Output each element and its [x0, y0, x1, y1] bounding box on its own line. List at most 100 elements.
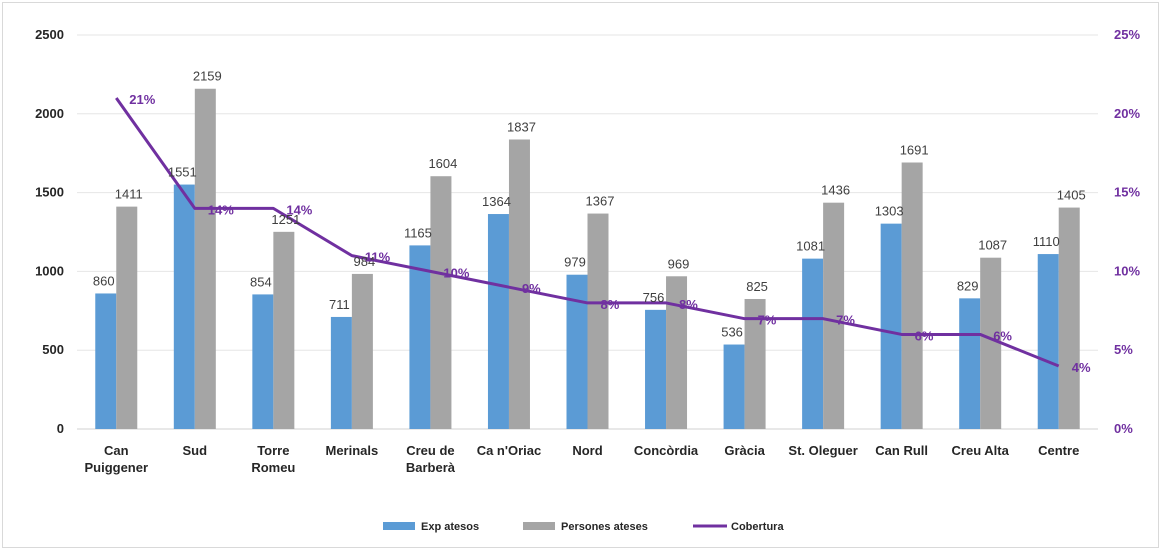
left-tick-label: 2000 [35, 106, 64, 121]
right-axis: 0% 5% 10% 15% 20% 25% [1114, 27, 1140, 436]
data-label-persones-ateses: 1837 [507, 119, 536, 134]
bar-exp-atesos [959, 298, 981, 429]
data-label-persones-ateses: 825 [746, 279, 768, 294]
bar-persones-ateses [351, 273, 373, 429]
data-label-persones-ateses: 1691 [900, 142, 929, 157]
legend-label-exp-atesos: Exp atesos [421, 521, 479, 533]
bar-exp-atesos [173, 184, 195, 429]
bar-exp-atesos [723, 344, 745, 429]
legend-swatch-exp-atesos [383, 522, 415, 530]
cobertura-line [115, 97, 1060, 368]
data-label-cobertura: 9% [522, 281, 541, 296]
category-label: Sud [183, 443, 208, 458]
category-label-line: Puiggener [84, 460, 148, 475]
category-label-line: Nord [572, 443, 602, 458]
data-label-exp-atesos: 1364 [482, 194, 511, 209]
data-label-exp-atesos: 854 [250, 274, 272, 289]
bar-persones-ateses [273, 231, 295, 429]
bar-persones-ateses [901, 162, 923, 429]
left-tick-label: 1000 [35, 263, 64, 278]
category-label-line: St. Oleguer [788, 443, 857, 458]
data-label-exp-atesos: 829 [957, 278, 979, 293]
bar-persones-ateses [508, 139, 530, 429]
data-label-exp-atesos: 979 [564, 255, 586, 270]
category-label: Creu Alta [952, 443, 1010, 458]
legend-label-persones-ateses: Persones ateses [561, 521, 648, 533]
bar-exp-atesos [330, 316, 352, 429]
bar-exp-atesos [1037, 254, 1059, 429]
bar-persones-ateses [587, 213, 609, 429]
data-label-persones-ateses: 1367 [586, 194, 615, 209]
bar-exp-atesos [645, 309, 667, 429]
bar-persones-ateses [980, 257, 1002, 429]
bar-exp-atesos [880, 223, 902, 429]
data-label-persones-ateses: 1405 [1057, 188, 1086, 203]
right-tick-label: 10% [1114, 263, 1140, 278]
bar-exp-atesos [802, 258, 824, 429]
category-label: Ca n'Oriac [477, 443, 542, 458]
category-label-line: Sud [183, 443, 208, 458]
bars [95, 88, 1080, 429]
data-label-persones-ateses: 969 [668, 256, 690, 271]
data-label-exp-atesos: 536 [721, 325, 743, 340]
data-label-cobertura: 7% [836, 313, 855, 328]
data-label-cobertura: 8% [679, 297, 698, 312]
data-label-persones-ateses: 1436 [821, 183, 850, 198]
gridlines [77, 34, 1098, 430]
category-label: Can Rull [875, 443, 928, 458]
category-label-line: Romeu [251, 460, 295, 475]
left-tick-label: 500 [42, 342, 64, 357]
right-tick-label: 25% [1114, 27, 1140, 42]
category-label-line: Ca n'Oriac [477, 443, 542, 458]
legend: Exp atesos Persones ateses Cobertura [383, 521, 784, 533]
category-label-line: Centre [1038, 443, 1079, 458]
right-tick-label: 20% [1114, 106, 1140, 121]
data-label-exp-atesos: 1303 [875, 204, 904, 219]
data-label-cobertura: 6% [915, 328, 934, 343]
left-tick-label: 0 [57, 421, 64, 436]
bar-exp-atesos [95, 293, 117, 429]
data-label-exp-atesos: 1551 [168, 165, 197, 180]
data-label-cobertura: 11% [365, 250, 391, 265]
bar-exp-atesos [487, 214, 509, 429]
data-label-cobertura: 21% [129, 92, 155, 107]
bar-persones-ateses [666, 276, 688, 429]
bar-exp-atesos [566, 274, 588, 429]
category-label-line: Can [104, 443, 129, 458]
data-labels: 860 1411 1551 2159 854 1251 711 984 1165 1604 1364… [93, 69, 1091, 375]
data-label-exp-atesos: 756 [643, 290, 665, 305]
category-label: Can Puiggener [84, 443, 148, 475]
data-label-cobertura: 6% [993, 328, 1012, 343]
data-label-exp-atesos: 860 [93, 273, 115, 288]
data-label-persones-ateses: 2159 [193, 69, 222, 84]
data-label-persones-ateses: 1604 [428, 156, 457, 171]
data-label-persones-ateses: 984 [354, 254, 376, 269]
data-label-exp-atesos: 711 [329, 297, 350, 312]
category-label-line: Gràcia [724, 443, 765, 458]
data-label-exp-atesos: 1165 [404, 225, 432, 240]
data-label-persones-ateses: 1251 [271, 212, 300, 227]
category-label: Merinals [326, 443, 379, 458]
category-label-line: Barberà [406, 460, 456, 475]
category-label-line: Torre [257, 443, 289, 458]
data-label-cobertura: 10% [443, 265, 469, 280]
right-tick-label: 5% [1114, 342, 1133, 357]
bar-persones-ateses [430, 176, 452, 429]
data-label-cobertura: 7% [758, 313, 777, 328]
bar-persones-ateses [194, 88, 216, 429]
legend-label-cobertura: Cobertura [731, 521, 784, 533]
category-label-line: Concòrdia [634, 443, 699, 458]
right-tick-label: 0% [1114, 421, 1133, 436]
category-label-line: Can Rull [875, 443, 928, 458]
category-label-line: Creu Alta [952, 443, 1010, 458]
legend-swatch-persones-ateses [523, 522, 555, 530]
data-label-persones-ateses: 1411 [115, 187, 143, 202]
category-axis: Can Puiggener Sud Torre Romeu Merinals Creu de… [84, 443, 1079, 475]
cobertura-line-group [115, 97, 1060, 368]
bar-persones-ateses [744, 298, 766, 429]
bar-persones-ateses [823, 202, 845, 429]
right-tick-label: 15% [1114, 185, 1140, 200]
left-tick-label: 2500 [35, 27, 64, 42]
category-label: Nord [572, 443, 602, 458]
category-label: Concòrdia [634, 443, 699, 458]
